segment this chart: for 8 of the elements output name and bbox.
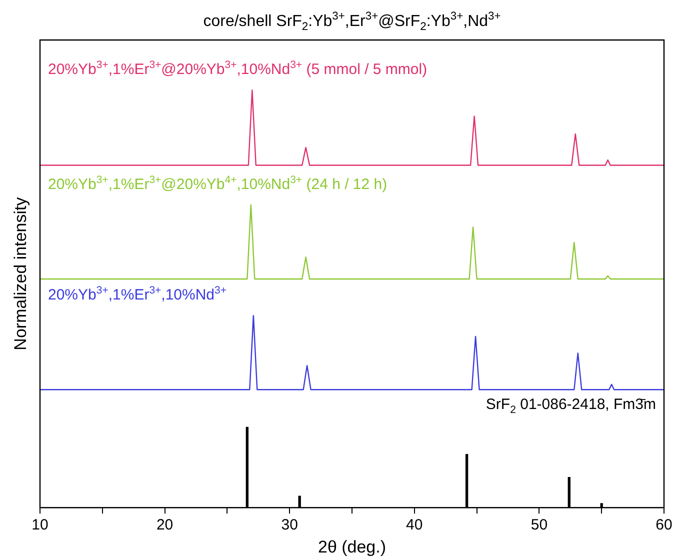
x-tick-label: 50	[530, 516, 548, 534]
x-tick-label: 30	[281, 516, 298, 534]
x-tick-label: 20	[156, 516, 174, 534]
x-tick-label: 60	[656, 516, 672, 534]
x-tick-label: 10	[32, 516, 48, 534]
y-axis-title: Normalized intensity	[11, 196, 30, 350]
x-axis-title: 2θ (deg.)	[318, 537, 386, 556]
x-tick-label: 40	[406, 516, 423, 534]
